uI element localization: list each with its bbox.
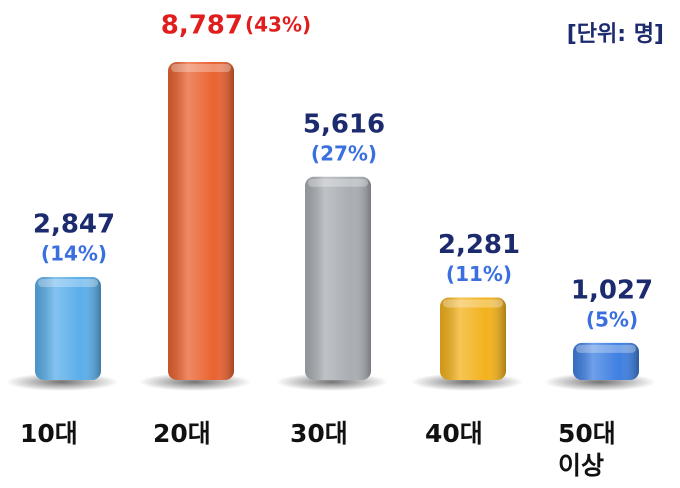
unit-label: [단위: 명]: [566, 22, 664, 47]
percent-label: (5%): [586, 307, 638, 331]
percent-label: (27%): [311, 141, 377, 165]
value-label: 1,027: [571, 275, 653, 305]
percent-label: (43%): [245, 13, 311, 37]
percent-label: (14%): [41, 241, 107, 265]
category-label: 50대 이상: [558, 419, 616, 480]
bar-top: [576, 344, 636, 353]
bar-top: [308, 178, 368, 187]
percent-label: (11%): [446, 262, 512, 286]
category-label: 30대: [290, 419, 348, 448]
value-label: 2,281: [438, 230, 520, 260]
bar-top: [38, 278, 98, 287]
value-label: 5,616: [303, 109, 385, 139]
bar-shine: [35, 276, 101, 380]
bar-top: [171, 64, 231, 72]
bar-shine: [440, 297, 506, 380]
category-label: 20대: [153, 419, 211, 448]
bar-shine: [305, 176, 371, 380]
category-label: 10대: [20, 419, 78, 448]
category-label: 40대: [425, 419, 483, 448]
value-label: 2,847: [33, 209, 115, 239]
bar-top: [443, 299, 503, 308]
bar-shine: [573, 342, 639, 380]
bar-shine: [168, 62, 234, 380]
value-label: 8,787: [161, 11, 243, 41]
